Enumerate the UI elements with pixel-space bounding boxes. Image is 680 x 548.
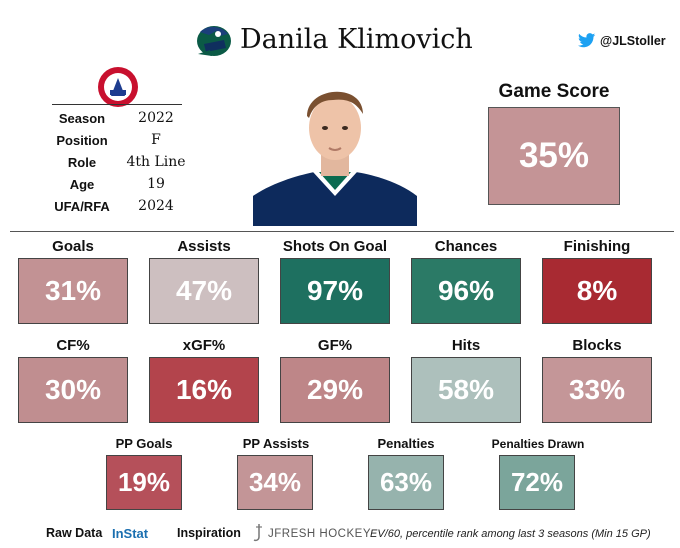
stat-label-gf: GF%	[317, 337, 353, 354]
info-key: Age	[69, 177, 95, 192]
info-key: UFA/RFA	[54, 199, 110, 214]
info-row-season: Season 2022	[46, 108, 196, 130]
twitter-handle[interactable]: @JLStoller	[578, 33, 666, 48]
stat-label-shots-on-goal: Shots On Goal	[282, 238, 388, 255]
stat-box-chances: 96%	[411, 258, 521, 324]
info-value: F	[151, 132, 161, 148]
info-rule	[52, 104, 182, 105]
instat-logo: InStat	[112, 526, 149, 541]
twitter-handle-text: @JLStoller	[600, 33, 666, 48]
stat-box-cf: 30%	[18, 357, 128, 423]
stat-box-blocks: 33%	[542, 357, 652, 423]
stat-box-finishing: 8%	[542, 258, 652, 324]
stat-label-penalties: Penalties	[377, 436, 435, 451]
section-divider	[10, 231, 674, 232]
stat-box-penalties-drawn: 72%	[499, 455, 575, 510]
info-key: Position	[56, 133, 108, 148]
stat-label-goals: Goals	[52, 238, 94, 255]
stat-box-assists: 47%	[149, 258, 259, 324]
ahl-logo-icon	[98, 67, 138, 107]
stat-label-finishing: Finishing	[563, 238, 631, 255]
info-key: Season	[58, 111, 106, 126]
game-score-title: Game Score	[498, 81, 610, 102]
stat-label-penalties-drawn: Penalties Drawn	[491, 437, 585, 451]
info-row-position: Position F	[46, 130, 196, 152]
info-key: Role	[67, 155, 97, 170]
player-name: Danila Klimovich	[240, 24, 473, 55]
stat-label-cf: CF%	[56, 337, 90, 354]
stat-box-xgf: 16%	[149, 357, 259, 423]
stat-label-chances: Chances	[434, 238, 498, 255]
game-score-box: 35%	[488, 107, 620, 205]
info-row-age: Age 19	[46, 174, 196, 196]
jfresh-logo-icon	[253, 524, 262, 542]
jfresh-hockey-logo: JFRESH HOCKEY	[268, 528, 371, 540]
info-value: 19	[147, 176, 165, 192]
stat-box-pp-assists: 34%	[237, 455, 313, 510]
stat-box-goals: 31%	[18, 258, 128, 324]
info-value: 2022	[138, 110, 174, 126]
stat-box-hits: 58%	[411, 357, 521, 423]
info-value: 4th Line	[126, 154, 186, 170]
stat-label-pp-assists: PP Assists	[242, 436, 310, 451]
stat-box-pp-goals: 19%	[106, 455, 182, 510]
stat-label-assists: Assists	[177, 238, 231, 255]
stat-label-hits: Hits	[451, 337, 481, 354]
stat-label-blocks: Blocks	[572, 337, 622, 354]
stat-label-xgf: xGF%	[182, 337, 226, 354]
team-logo-icon	[197, 26, 231, 56]
stat-box-penalties: 63%	[368, 455, 444, 510]
info-row-contract: UFA/RFA 2024	[46, 196, 196, 218]
raw-data-label: Raw Data	[46, 526, 103, 540]
info-value: 2024	[138, 198, 174, 214]
stat-box-shots-on-goal: 97%	[280, 258, 390, 324]
footer-note: EV/60, percentile rank among last 3 seas…	[370, 528, 651, 540]
info-row-role: Role 4th Line	[46, 152, 196, 174]
twitter-bird-icon	[578, 33, 596, 48]
stat-label-pp-goals: PP Goals	[115, 436, 173, 451]
stat-box-gf: 29%	[280, 357, 390, 423]
inspiration-label: Inspiration	[177, 526, 241, 540]
player-headshot-image	[253, 70, 417, 226]
